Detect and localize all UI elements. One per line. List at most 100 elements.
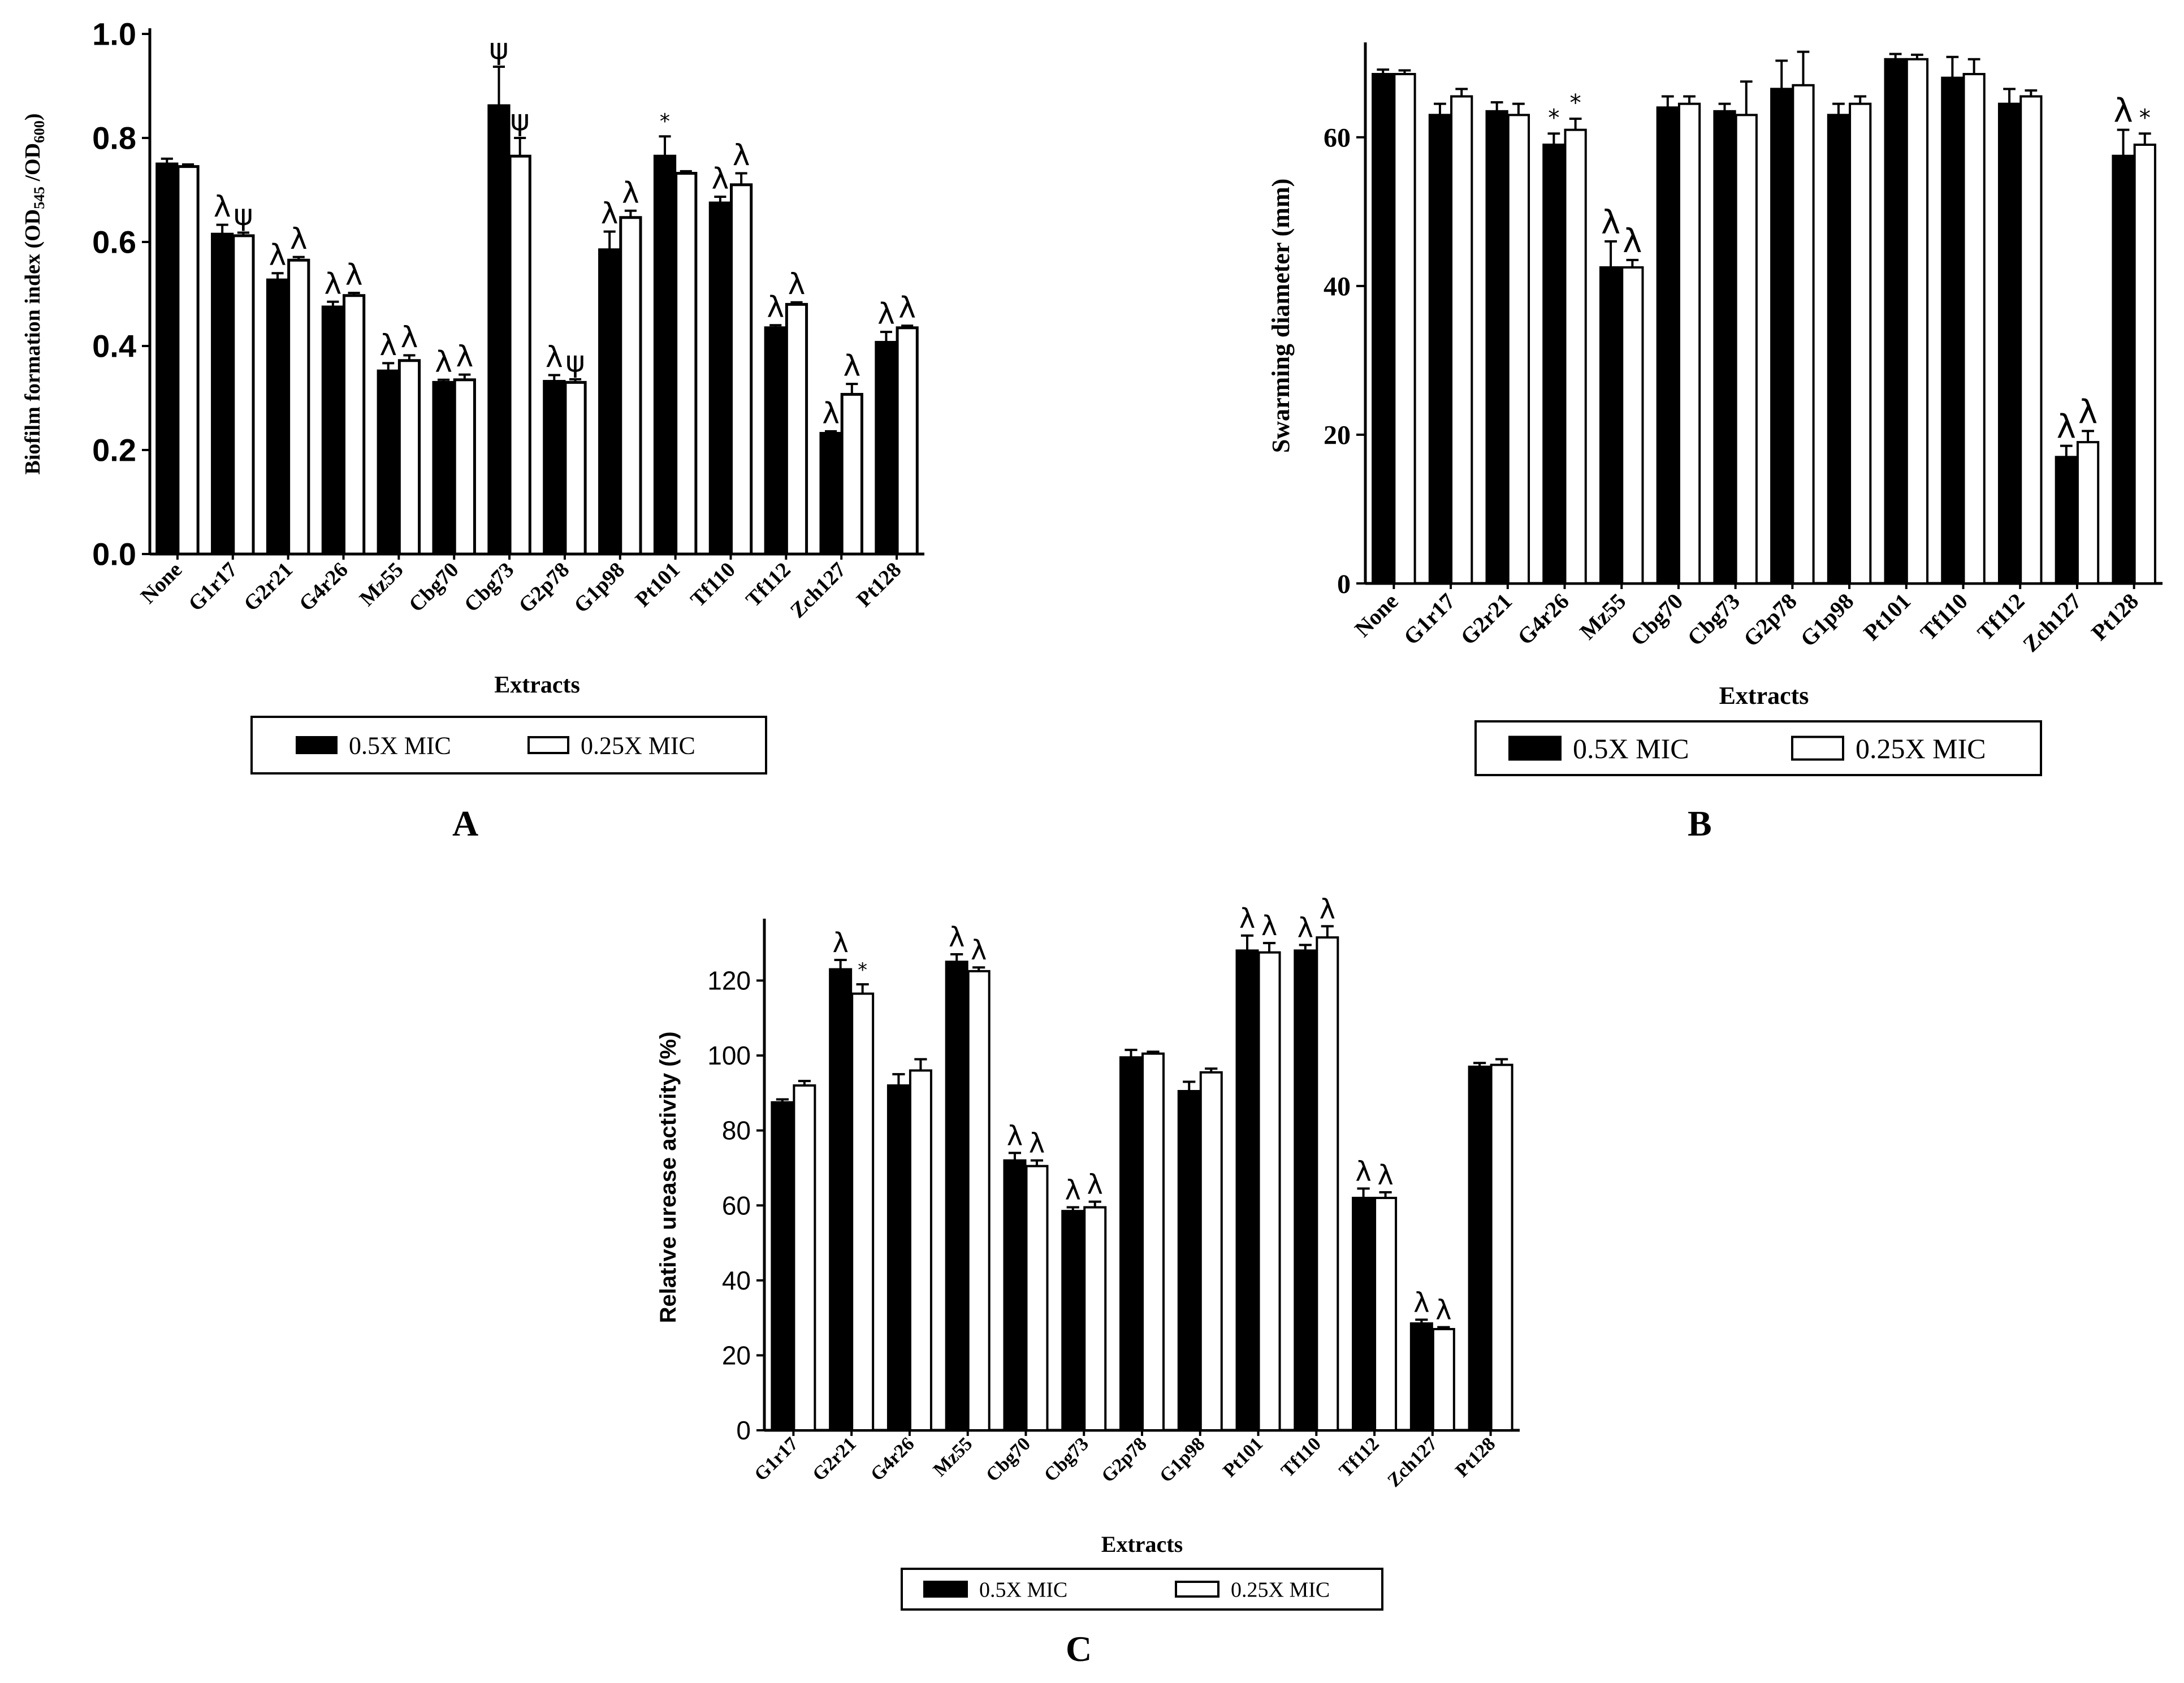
- x-category-label: G4r26: [295, 558, 353, 616]
- x-category-label: G2p78: [1097, 1433, 1151, 1486]
- x-category-label: Tf110: [686, 558, 739, 612]
- legend-swatch-filled: [1508, 735, 1562, 761]
- x-category-label: G2r21: [808, 1433, 860, 1485]
- bar-open: [1083, 1206, 1107, 1432]
- legend-label: 0.5X MIC: [1573, 733, 1689, 764]
- y-tick-label: 0: [736, 1416, 751, 1445]
- significance-mark: λ: [269, 239, 287, 272]
- bar-filled: [1485, 110, 1508, 585]
- legend-label: 0.5X MIC: [349, 732, 451, 759]
- bar-filled: [1713, 110, 1736, 585]
- x-category-label: Pt128: [1451, 1433, 1499, 1481]
- bar-filled: [155, 162, 179, 556]
- y-tick-label: 120: [707, 966, 751, 996]
- legend-swatch-filled: [923, 1581, 968, 1598]
- bar-open: [730, 183, 753, 556]
- x-category-label: None: [136, 558, 187, 608]
- x-category-label: Zch127: [2018, 589, 2086, 657]
- significance-mark: λ: [379, 328, 397, 362]
- x-category-label: G2p78: [514, 558, 574, 618]
- significance-mark: *: [2139, 104, 2151, 131]
- bar-open: [840, 393, 863, 556]
- bar-open: [1316, 936, 1339, 1432]
- legend-box: [250, 716, 767, 775]
- significance-mark: λ: [832, 927, 848, 959]
- y-tick-label: 0.6: [92, 224, 136, 260]
- legend-swatch-open: [527, 736, 569, 754]
- significance-mark: *: [1569, 89, 1581, 116]
- bar-filled: [2055, 456, 2078, 585]
- significance-mark: λ: [949, 921, 965, 953]
- x-category-label: G1p98: [1795, 589, 1858, 652]
- significance-mark: λ: [2078, 392, 2097, 431]
- significance-mark: λ: [622, 176, 639, 210]
- x-category-label: Mz55: [1575, 589, 1631, 644]
- x-category-label: G1r17: [184, 558, 242, 616]
- bar-filled: [487, 104, 511, 556]
- bar-open: [1393, 73, 1416, 585]
- x-category-label: G4r26: [867, 1433, 919, 1485]
- bar-filled: [211, 232, 234, 556]
- bar-filled: [543, 380, 566, 556]
- significance-mark: λ: [456, 340, 473, 374]
- bar-filled: [1119, 1056, 1143, 1431]
- legend-swatch-filled: [296, 736, 338, 754]
- x-category-label: Cbg73: [1040, 1433, 1093, 1486]
- x-category-label: Pt101: [631, 558, 685, 612]
- y-tick-label: 1.0: [92, 16, 136, 52]
- bar-filled: [1770, 88, 1793, 585]
- x-category-label: G1r17: [750, 1433, 802, 1485]
- significance-mark: ψ: [489, 32, 508, 66]
- y-axis-title: Relative urease activity (%): [656, 1032, 681, 1323]
- bar-open: [1564, 128, 1587, 585]
- x-category-label: G1p98: [1156, 1433, 1209, 1486]
- bar-open: [343, 294, 366, 556]
- x-category-label: Tf110: [1915, 589, 1973, 646]
- bar-open: [619, 216, 642, 556]
- y-tick-label: 20: [1324, 421, 1351, 451]
- x-category-label: G1r17: [1399, 589, 1460, 650]
- x-category-label: Pt101: [1858, 589, 1915, 646]
- y-tick-label: 0.8: [92, 120, 136, 156]
- legend-label: 0.25X MIC: [581, 732, 695, 759]
- bar-open: [909, 1069, 932, 1431]
- significance-mark: λ: [877, 297, 895, 331]
- y-axis-title-subscript: 600: [31, 120, 47, 143]
- bar-open: [1905, 58, 1929, 585]
- bar-open: [1792, 84, 1815, 585]
- x-category-label: Pt128: [2086, 589, 2143, 646]
- bar-open: [1199, 1071, 1223, 1431]
- legend-box: [1474, 720, 2042, 776]
- bar-open: [1677, 102, 1701, 585]
- y-axis-title-part: ): [21, 113, 45, 120]
- x-category-label: Cbg73: [460, 558, 518, 617]
- bar-filled: [1542, 143, 1565, 585]
- bar-filled: [1352, 1196, 1376, 1431]
- bar-filled: [1997, 102, 2021, 585]
- y-tick-label: 0.4: [92, 328, 136, 364]
- significance-mark: *: [1548, 104, 1559, 131]
- bar-filled: [377, 369, 400, 556]
- x-category-label: Cbg70: [982, 1433, 1035, 1486]
- bar-open: [176, 165, 200, 556]
- significance-mark: λ: [1239, 903, 1255, 934]
- x-category-label: G2r21: [1455, 589, 1517, 650]
- bar-filled: [1294, 949, 1317, 1431]
- bar-open: [785, 302, 808, 556]
- bar-open: [851, 992, 875, 1432]
- bar-filled: [1372, 73, 1395, 585]
- bar-filled: [1409, 1322, 1433, 1432]
- x-category-label: Tf110: [1277, 1433, 1325, 1481]
- x-category-label: Mz55: [355, 558, 408, 611]
- significance-mark: λ: [1623, 222, 1642, 260]
- legend-box: [901, 1568, 1383, 1611]
- y-tick-label: 80: [722, 1116, 751, 1145]
- bar-filled: [1827, 114, 1850, 585]
- significance-mark: λ: [401, 321, 418, 355]
- bar-open: [453, 378, 476, 556]
- bar-open: [1141, 1052, 1165, 1431]
- bar-open: [1374, 1196, 1398, 1431]
- bar-open: [397, 359, 421, 556]
- bar-filled: [432, 380, 455, 556]
- bar-open: [1621, 266, 1644, 585]
